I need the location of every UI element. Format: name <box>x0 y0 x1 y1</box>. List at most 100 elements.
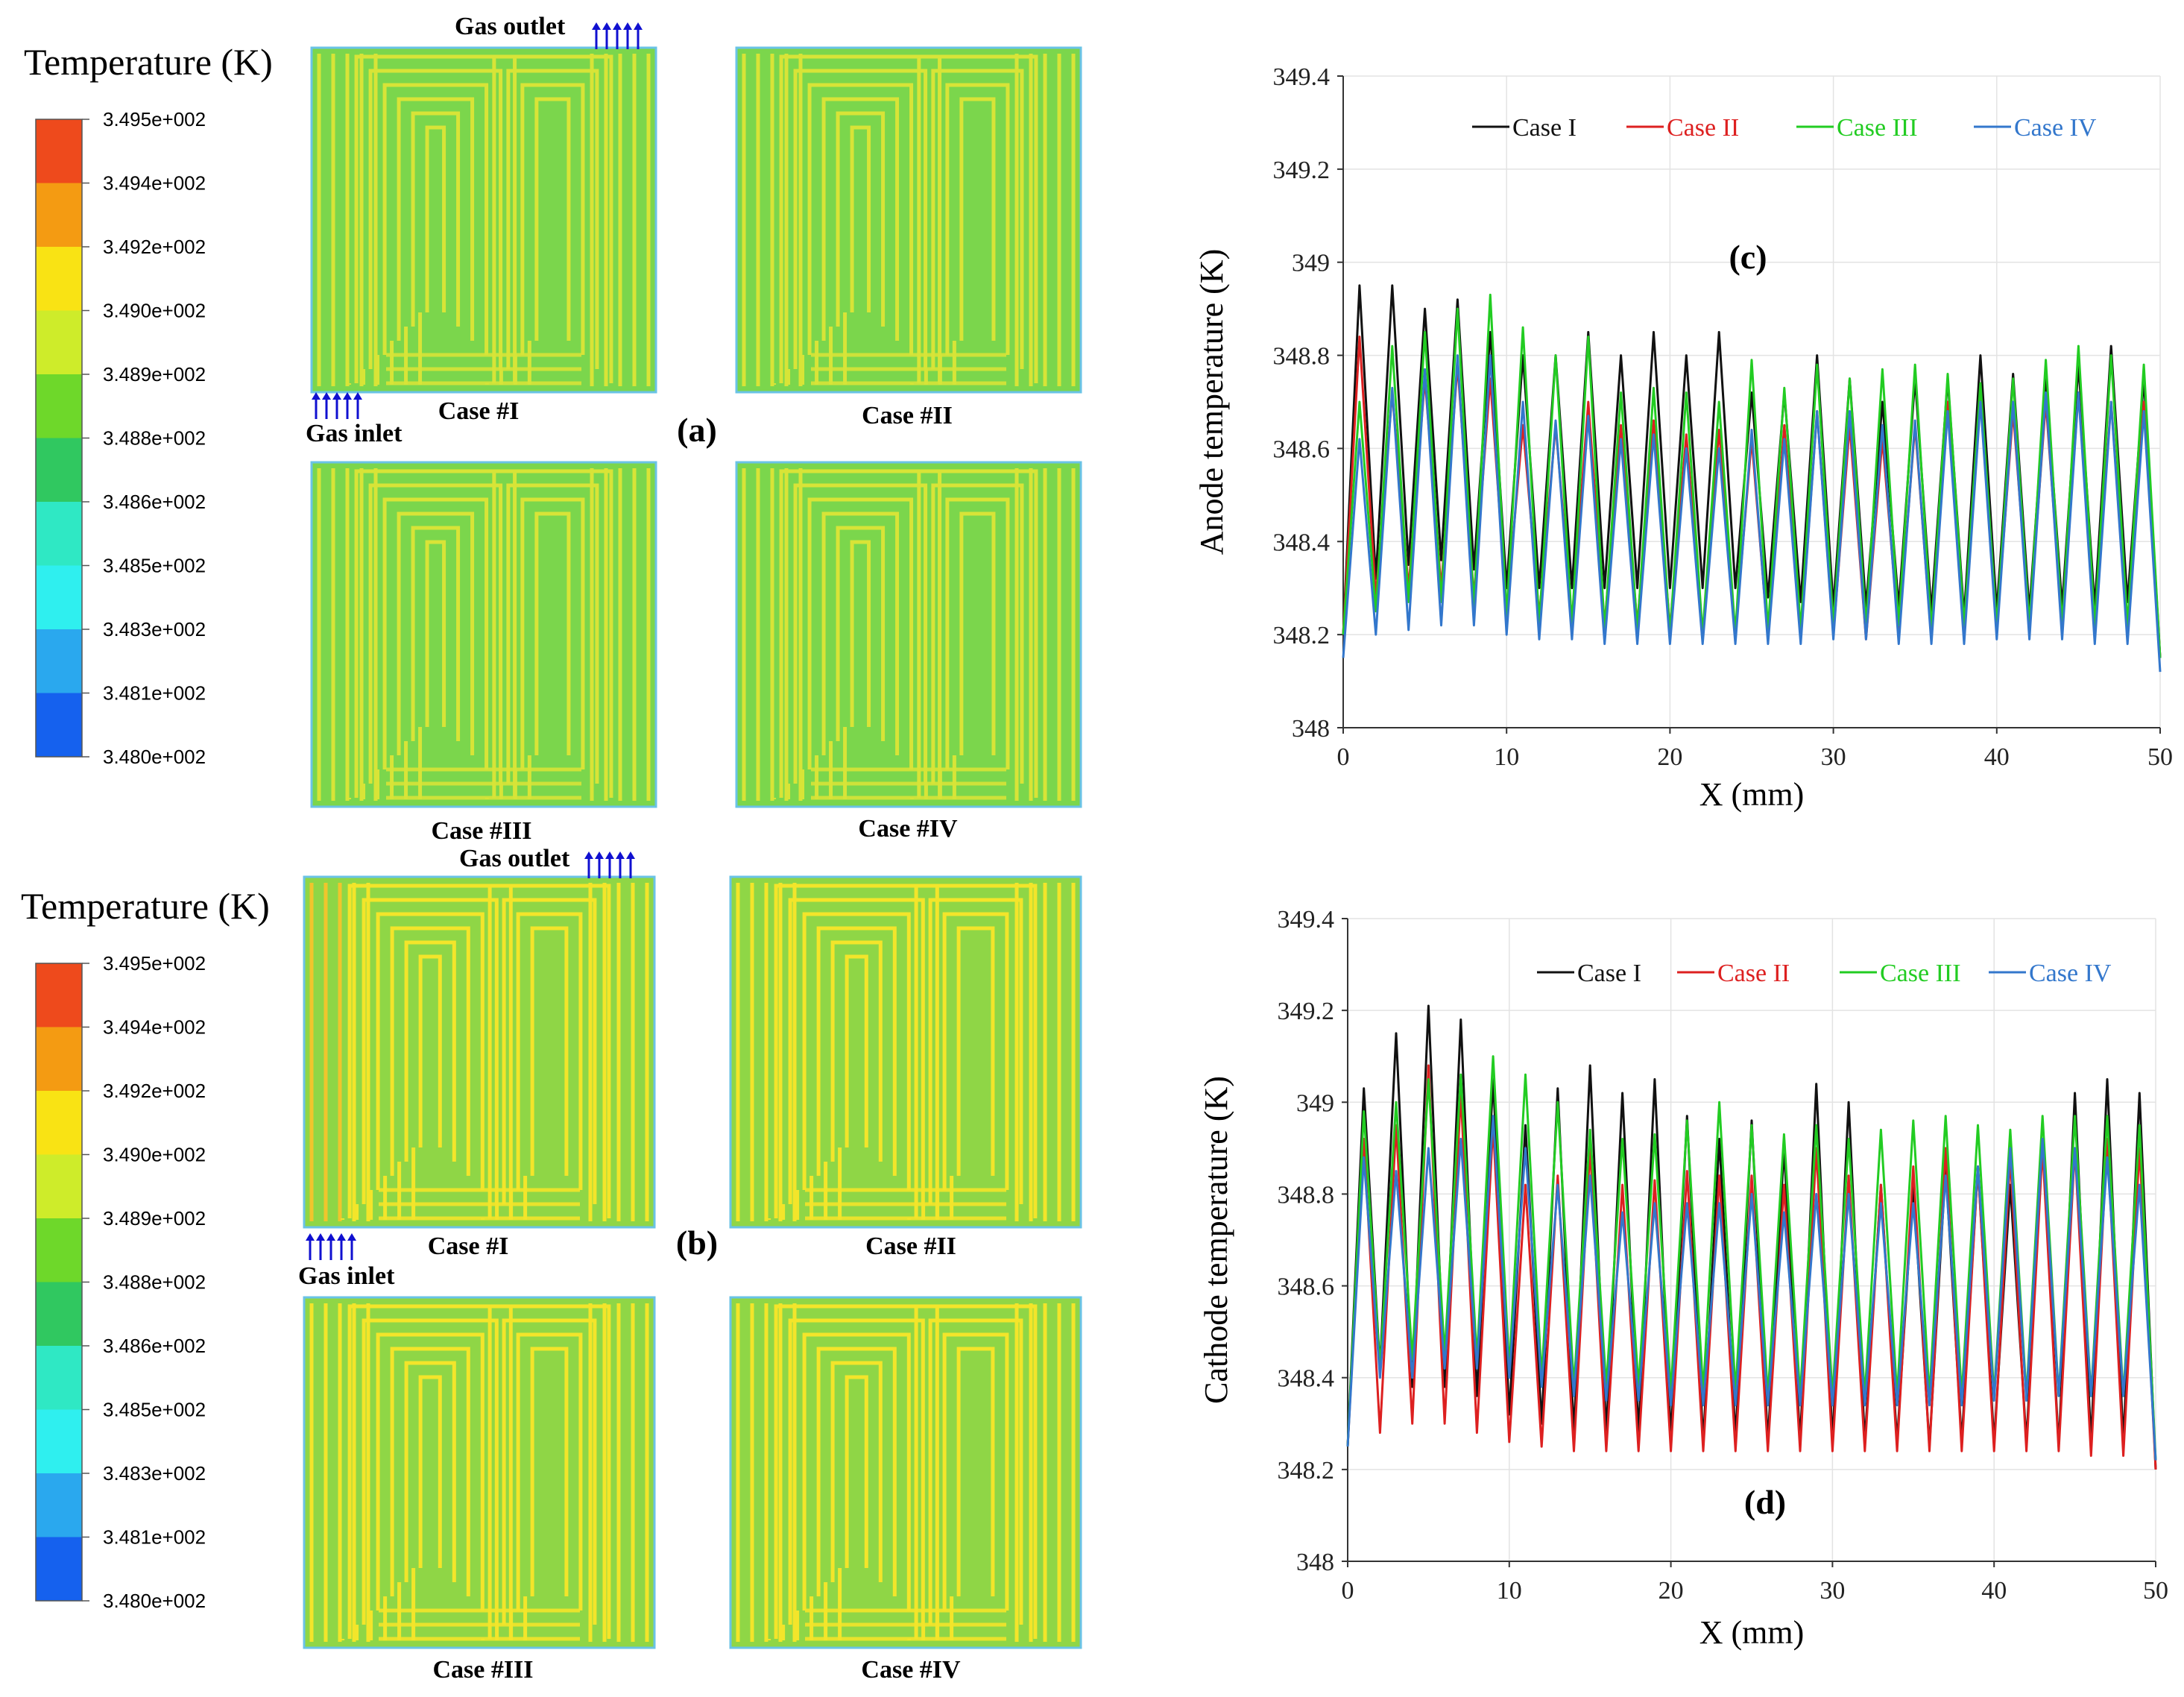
chart-d-cathode-temperature: 348 348.2 348.4 348.6 348.8 349 349.2 349.4 0 10 2… <box>1198 906 2168 1651</box>
chart-c-xlabel: X (mm) <box>1699 776 1805 813</box>
contour-b-case-3-background <box>303 1296 656 1649</box>
colorbar-b-swatch-4 <box>36 1218 82 1282</box>
contour-b-case-2-loop-1-2 <box>942 912 1009 1190</box>
chart-d-ytick-2: 348.4 <box>1278 1365 1335 1393</box>
chart-c-legend-label-4: Case IV <box>2014 114 2097 142</box>
contour-a-case-4-loop-0-2 <box>807 497 914 769</box>
contour-a-case-3-loop-0-2 <box>382 497 489 769</box>
contour-a-case-4-loop-0-1 <box>793 483 928 784</box>
chart-c-ytick-2: 348.4 <box>1273 529 1331 556</box>
contour-b-case-3-loop-0-0 <box>347 1304 513 1639</box>
colorbar-b-swatch-7 <box>36 1409 82 1474</box>
contour-b-case-1-loop-1-3 <box>530 926 569 1176</box>
chart-d-xtick-2: 20 <box>1658 1577 1684 1605</box>
contour-b-case-2-background <box>729 875 1082 1229</box>
colorbar-a-tick-3: 3.490e+002 <box>103 300 206 322</box>
contour-a-case-4-loop-1-1 <box>931 483 1024 784</box>
colorbar-b-tick-5: 3.488e+002 <box>103 1271 206 1294</box>
chart-c-xtick-1: 10 <box>1494 743 1519 771</box>
contour-a-case-2-loop-0-5 <box>850 125 871 312</box>
chart-d-series-2-line <box>1346 1064 2157 1470</box>
gas-inlet-b-arrowhead-3 <box>337 1233 346 1241</box>
contour-b-case-2-loop-0-5 <box>845 954 868 1147</box>
colorbar-a-swatch-1 <box>36 183 82 248</box>
contour-a-case-1-loop-0-3 <box>397 97 475 341</box>
contour-panel-b <box>303 851 1082 1649</box>
contour-b-case-1-loop-0-1 <box>362 898 499 1204</box>
contour-b-case-3-loop-0-3 <box>390 1347 470 1596</box>
contour-a-case-3-loop-0-3 <box>397 511 475 755</box>
gas-inlet-a-arrowhead-4 <box>353 392 362 400</box>
contour-b-case-4-loop-1-3 <box>956 1347 995 1596</box>
contour-b-case-4-loop-0-0 <box>774 1304 939 1639</box>
contour-a-case-2-loop-0-4 <box>836 111 886 327</box>
gas-outlet-a-arrowhead-4 <box>634 22 643 30</box>
colorbar-a-tick-6: 3.486e+002 <box>103 491 206 513</box>
gas-inlet-b-arrowhead-4 <box>347 1233 356 1241</box>
colorbar-b-tick-9: 3.481e+002 <box>103 1526 206 1549</box>
contour-a-case-3-loop-0-5 <box>425 540 446 727</box>
contour-b-case-2-loop-0-4 <box>830 940 883 1162</box>
contour-b-case-2-loop-1-0 <box>914 884 1038 1218</box>
colorbar-a-tick-5: 3.488e+002 <box>103 427 206 450</box>
gas-outlet-label-a: Gas outlet <box>455 13 566 40</box>
contour-b-case-1-loop-1-0 <box>487 884 611 1218</box>
contour-a-case-4-loop-1-3 <box>959 511 996 755</box>
chart-c-series-3-line <box>1342 293 2162 658</box>
contour-a-case-3-loop-0-0 <box>354 469 517 798</box>
colorbar-a-tick-2: 3.492e+002 <box>103 236 206 258</box>
colorbar-a-swatch-8 <box>36 629 82 693</box>
contour-b-case-3-loop-1-3 <box>530 1347 569 1596</box>
gas-inlet-a-arrowhead-1 <box>322 392 331 400</box>
contour-a-case-4-loop-0-5 <box>850 540 871 727</box>
contour-a-case-1-loop-0-0 <box>354 54 517 383</box>
contour-b-case-4-loop-1-0 <box>914 1304 1038 1639</box>
colorbar-b-tick-3: 3.490e+002 <box>103 1144 206 1166</box>
panel-label-b: (b) <box>676 1224 718 1262</box>
gas-outlet-b-arrowhead-0 <box>584 851 593 859</box>
colorbar-a-swatch-5 <box>36 438 82 503</box>
contour-b-case-1-loop-1-2 <box>516 912 583 1190</box>
chart-d-ytick-3: 348.6 <box>1278 1273 1335 1301</box>
chart-c-ytick-7: 349.4 <box>1273 63 1331 91</box>
contour-a-case-2-loop-0-2 <box>807 83 914 355</box>
chart-d-panel-label: (d) <box>1744 1483 1786 1521</box>
colorbar-b-swatch-9 <box>36 1537 82 1602</box>
contour-a-case-4-loop-1-2 <box>945 497 1010 769</box>
chart-d-legend-label-3: Case III <box>1880 960 1961 987</box>
contour-a-case-1-loop-1-3 <box>534 97 571 341</box>
contour-a-case-1-loop-0-2 <box>382 83 489 355</box>
colorbar-b-swatch-0 <box>36 963 82 1027</box>
contour-b-case-2-loop-0-1 <box>788 898 925 1204</box>
contour-b-case-4-loop-0-4 <box>830 1361 883 1582</box>
chart-c-ytick-5: 349 <box>1292 250 1330 277</box>
colorbar-a-tick-9: 3.481e+002 <box>103 682 206 705</box>
colorbar-a-title: Temperature (K) <box>24 41 273 83</box>
colorbar-b-swatch-8 <box>36 1473 82 1537</box>
contour-b-case-4-loop-0-5 <box>845 1375 868 1568</box>
contour-a-case-3-loop-1-0 <box>492 469 613 798</box>
contour-a-case-2-loop-1-1 <box>931 69 1024 369</box>
contour-b-case-1-loop-0-4 <box>404 940 456 1162</box>
contour-b-case-3-loop-1-0 <box>487 1304 611 1639</box>
colorbar-a-tick-1: 3.494e+002 <box>103 172 206 195</box>
contour-a-case-1-loop-1-0 <box>492 54 613 383</box>
chart-d-ylabel: Cathode temperature (K) <box>1198 1076 1234 1404</box>
gas-inlet-label-a: Gas inlet <box>306 420 403 447</box>
contour-b-case-4-loop-1-1 <box>928 1318 1023 1625</box>
contour-a-case-3-loop-0-4 <box>411 526 461 741</box>
case-label-a-2: Case #II <box>862 402 953 429</box>
contour-a-case-1-loop-0-4 <box>411 111 461 327</box>
contour-b-case-4-loop-0-3 <box>816 1347 897 1596</box>
colorbar-b-swatch-5 <box>36 1282 82 1347</box>
contour-a-case-1-loop-1-2 <box>520 83 585 355</box>
chart-c-legend-label-2: Case II <box>1667 114 1739 142</box>
gas-inlet-label-b: Gas inlet <box>298 1262 395 1290</box>
contour-b-case-1-loop-0-5 <box>418 954 442 1147</box>
contour-b-case-2-loop-1-1 <box>928 898 1023 1204</box>
colorbar-a-tick-0: 3.495e+002 <box>103 108 206 130</box>
contour-b-case-3-loop-0-1 <box>362 1318 499 1625</box>
chart-d-xtick-3: 30 <box>1820 1577 1845 1605</box>
gas-outlet-b-arrowhead-2 <box>605 851 614 859</box>
contour-a-case-3-loop-0-1 <box>368 483 503 784</box>
